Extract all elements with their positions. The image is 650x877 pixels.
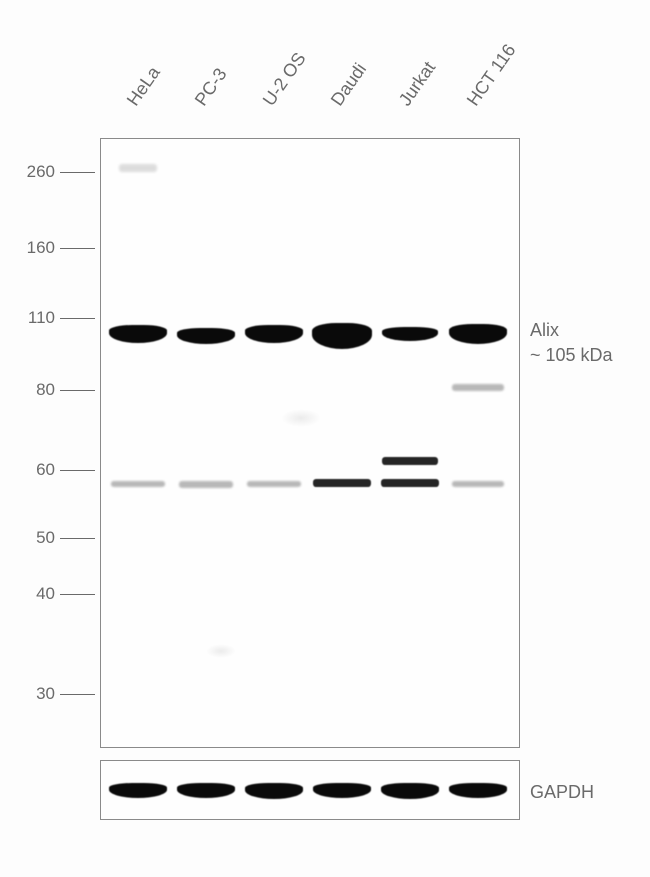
lane-label: U-2 OS xyxy=(259,49,311,110)
lane-label: Daudi xyxy=(327,59,371,110)
right-label: GAPDH xyxy=(530,782,594,803)
band xyxy=(449,324,507,344)
mw-tick xyxy=(60,318,95,319)
mw-tick xyxy=(60,248,95,249)
band xyxy=(179,481,233,488)
band xyxy=(381,479,439,487)
right-label: Alix xyxy=(530,320,559,341)
right-label: ~ 105 kDa xyxy=(530,345,613,366)
band xyxy=(245,325,303,343)
smudge xyxy=(281,409,321,427)
band xyxy=(382,327,438,341)
band xyxy=(452,481,504,487)
band xyxy=(109,325,167,343)
loading-blot xyxy=(100,760,520,820)
mw-tick xyxy=(60,538,95,539)
band xyxy=(109,783,167,798)
mw-marker: 60 xyxy=(0,460,55,480)
mw-marker: 30 xyxy=(0,684,55,704)
lane-labels: HeLa PC-3 U-2 OS Daudi Jurkat HCT 116 xyxy=(100,30,520,110)
mw-marker: 40 xyxy=(0,584,55,604)
mw-marker: 110 xyxy=(0,308,55,328)
lane-label: PC-3 xyxy=(191,64,232,110)
band xyxy=(177,783,235,798)
mw-marker: 260 xyxy=(0,162,55,182)
band xyxy=(177,328,235,344)
lane-label: Jurkat xyxy=(395,58,440,110)
blot-figure: HeLa PC-3 U-2 OS Daudi Jurkat HCT 116 260 160 1… xyxy=(0,0,650,877)
mw-tick xyxy=(60,172,95,173)
mw-marker: 50 xyxy=(0,528,55,548)
mw-tick xyxy=(60,694,95,695)
band xyxy=(312,323,372,349)
smudge xyxy=(206,644,236,658)
main-blot xyxy=(100,138,520,748)
mw-tick xyxy=(60,470,95,471)
mw-tick xyxy=(60,594,95,595)
band xyxy=(381,783,439,799)
lane-label: HCT 116 xyxy=(463,40,521,110)
band xyxy=(449,783,507,798)
lane-label: HeLa xyxy=(123,63,165,110)
band xyxy=(119,164,157,172)
band xyxy=(313,783,371,798)
band xyxy=(111,481,165,487)
mw-tick xyxy=(60,390,95,391)
band xyxy=(313,479,371,487)
band xyxy=(245,783,303,799)
mw-marker: 160 xyxy=(0,238,55,258)
band xyxy=(247,481,301,487)
band xyxy=(452,384,504,391)
band xyxy=(382,457,438,465)
mw-marker: 80 xyxy=(0,380,55,400)
